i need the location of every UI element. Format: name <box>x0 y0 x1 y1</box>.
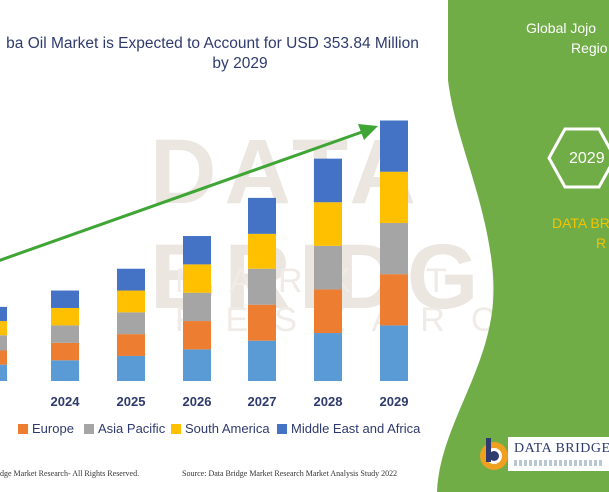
x-tick-label: 2026 <box>183 394 212 409</box>
trend-arrow-head-icon <box>358 124 378 140</box>
legend-item: Asia Pacific <box>84 421 165 436</box>
bar-segment-23-2 <box>0 335 7 351</box>
bar-segment-2025-1 <box>117 334 145 356</box>
bar-segment-23-3 <box>0 321 7 336</box>
bar-segment-2027-2 <box>248 268 276 305</box>
side-panel-background <box>437 0 609 492</box>
source-text: Source: Data Bridge Market Research Mark… <box>182 469 398 478</box>
chart-title-line2: by 2029 <box>212 55 268 72</box>
bar-segment-2026-2 <box>183 292 211 322</box>
bar-segment-2028-0 <box>314 333 342 381</box>
bar-segment-2029-0 <box>380 325 408 381</box>
legend-item: Middle East and Africa <box>277 421 420 436</box>
bar-segment-2028-2 <box>314 245 342 290</box>
year-badge: 2029 <box>569 150 605 167</box>
bar-segment-2026-4 <box>183 236 211 265</box>
copyright-text: dge Market Research- All Rights Reserved… <box>0 469 140 478</box>
chart-title-line1: ba Oil Market is Expected to Account for… <box>6 35 419 52</box>
logo-tagline <box>514 460 604 466</box>
x-tick-label: 2024 <box>51 394 81 409</box>
bar-segment-2026-3 <box>183 264 211 293</box>
bar-segment-2027-1 <box>248 304 276 341</box>
legend-label: South America <box>185 421 270 436</box>
bar-segment-2026-0 <box>183 349 211 381</box>
watermark: DATA BRIDGE <box>150 121 556 328</box>
side-panel-title-line2: Regio <box>571 40 608 56</box>
bar-segment-2027-0 <box>248 340 276 381</box>
chart-title: ba Oil Market is Expected to Account for… <box>0 34 480 74</box>
legend-label: Asia Pacific <box>98 421 166 436</box>
x-tick-label: 2025 <box>117 394 146 409</box>
side-panel-title: Global Jojo Regio <box>526 18 608 58</box>
bar-segment-23-4 <box>0 306 7 322</box>
bar-segment-2029-4 <box>380 120 408 172</box>
legend-swatch <box>277 424 287 434</box>
bar-segment-2028-1 <box>314 289 342 334</box>
legend-swatch <box>84 424 94 434</box>
legend-label: Europe <box>32 421 74 436</box>
side-panel-brand-line2: R <box>596 235 607 251</box>
bar-segment-2024-0 <box>51 360 79 381</box>
legend-item: Europe <box>18 421 74 436</box>
bar-segment-2026-1 <box>183 321 211 350</box>
x-tick-label: 2027 <box>248 394 277 409</box>
bar-segment-2029-2 <box>380 222 408 275</box>
legend-swatch <box>18 424 28 434</box>
bar-segment-2027-3 <box>248 233 276 269</box>
side-panel-title-line1: Global Jojo <box>526 20 597 36</box>
hexagon-badge-icon <box>547 127 609 189</box>
bar-segment-2025-2 <box>117 312 145 335</box>
bar-segment-2025-0 <box>117 355 145 381</box>
bar-segment-2024-2 <box>51 325 79 343</box>
bar-segment-2029-1 <box>380 274 408 326</box>
bar-segment-2028-3 <box>314 202 342 246</box>
bar-segment-2028-4 <box>314 158 342 203</box>
legend-swatch <box>171 424 181 434</box>
bar-segment-2025-3 <box>117 290 145 313</box>
bar-segment-23-1 <box>0 350 7 365</box>
trend-arrow-line <box>0 130 363 262</box>
bar-segment-2024-3 <box>51 307 79 326</box>
bar-segment-2024-4 <box>51 290 79 308</box>
x-tick-label: 2029 <box>380 394 409 409</box>
legend-item: South America <box>171 421 270 436</box>
side-panel-brand-line1: DATA BR <box>552 215 609 231</box>
bar-segment-2029-3 <box>380 171 408 223</box>
bar-segment-2025-4 <box>117 268 145 291</box>
x-tick-label: 2028 <box>314 394 343 409</box>
bar-segment-2024-1 <box>51 342 79 361</box>
bar-segment-23-0 <box>0 364 7 381</box>
logo-mark-icon <box>480 438 508 470</box>
legend-label: Middle East and Africa <box>291 421 421 436</box>
logo-text: DATA BRIDGE <box>514 441 609 456</box>
side-panel-brand: DATA BR R <box>552 213 609 253</box>
bar-segment-2027-4 <box>248 197 276 234</box>
